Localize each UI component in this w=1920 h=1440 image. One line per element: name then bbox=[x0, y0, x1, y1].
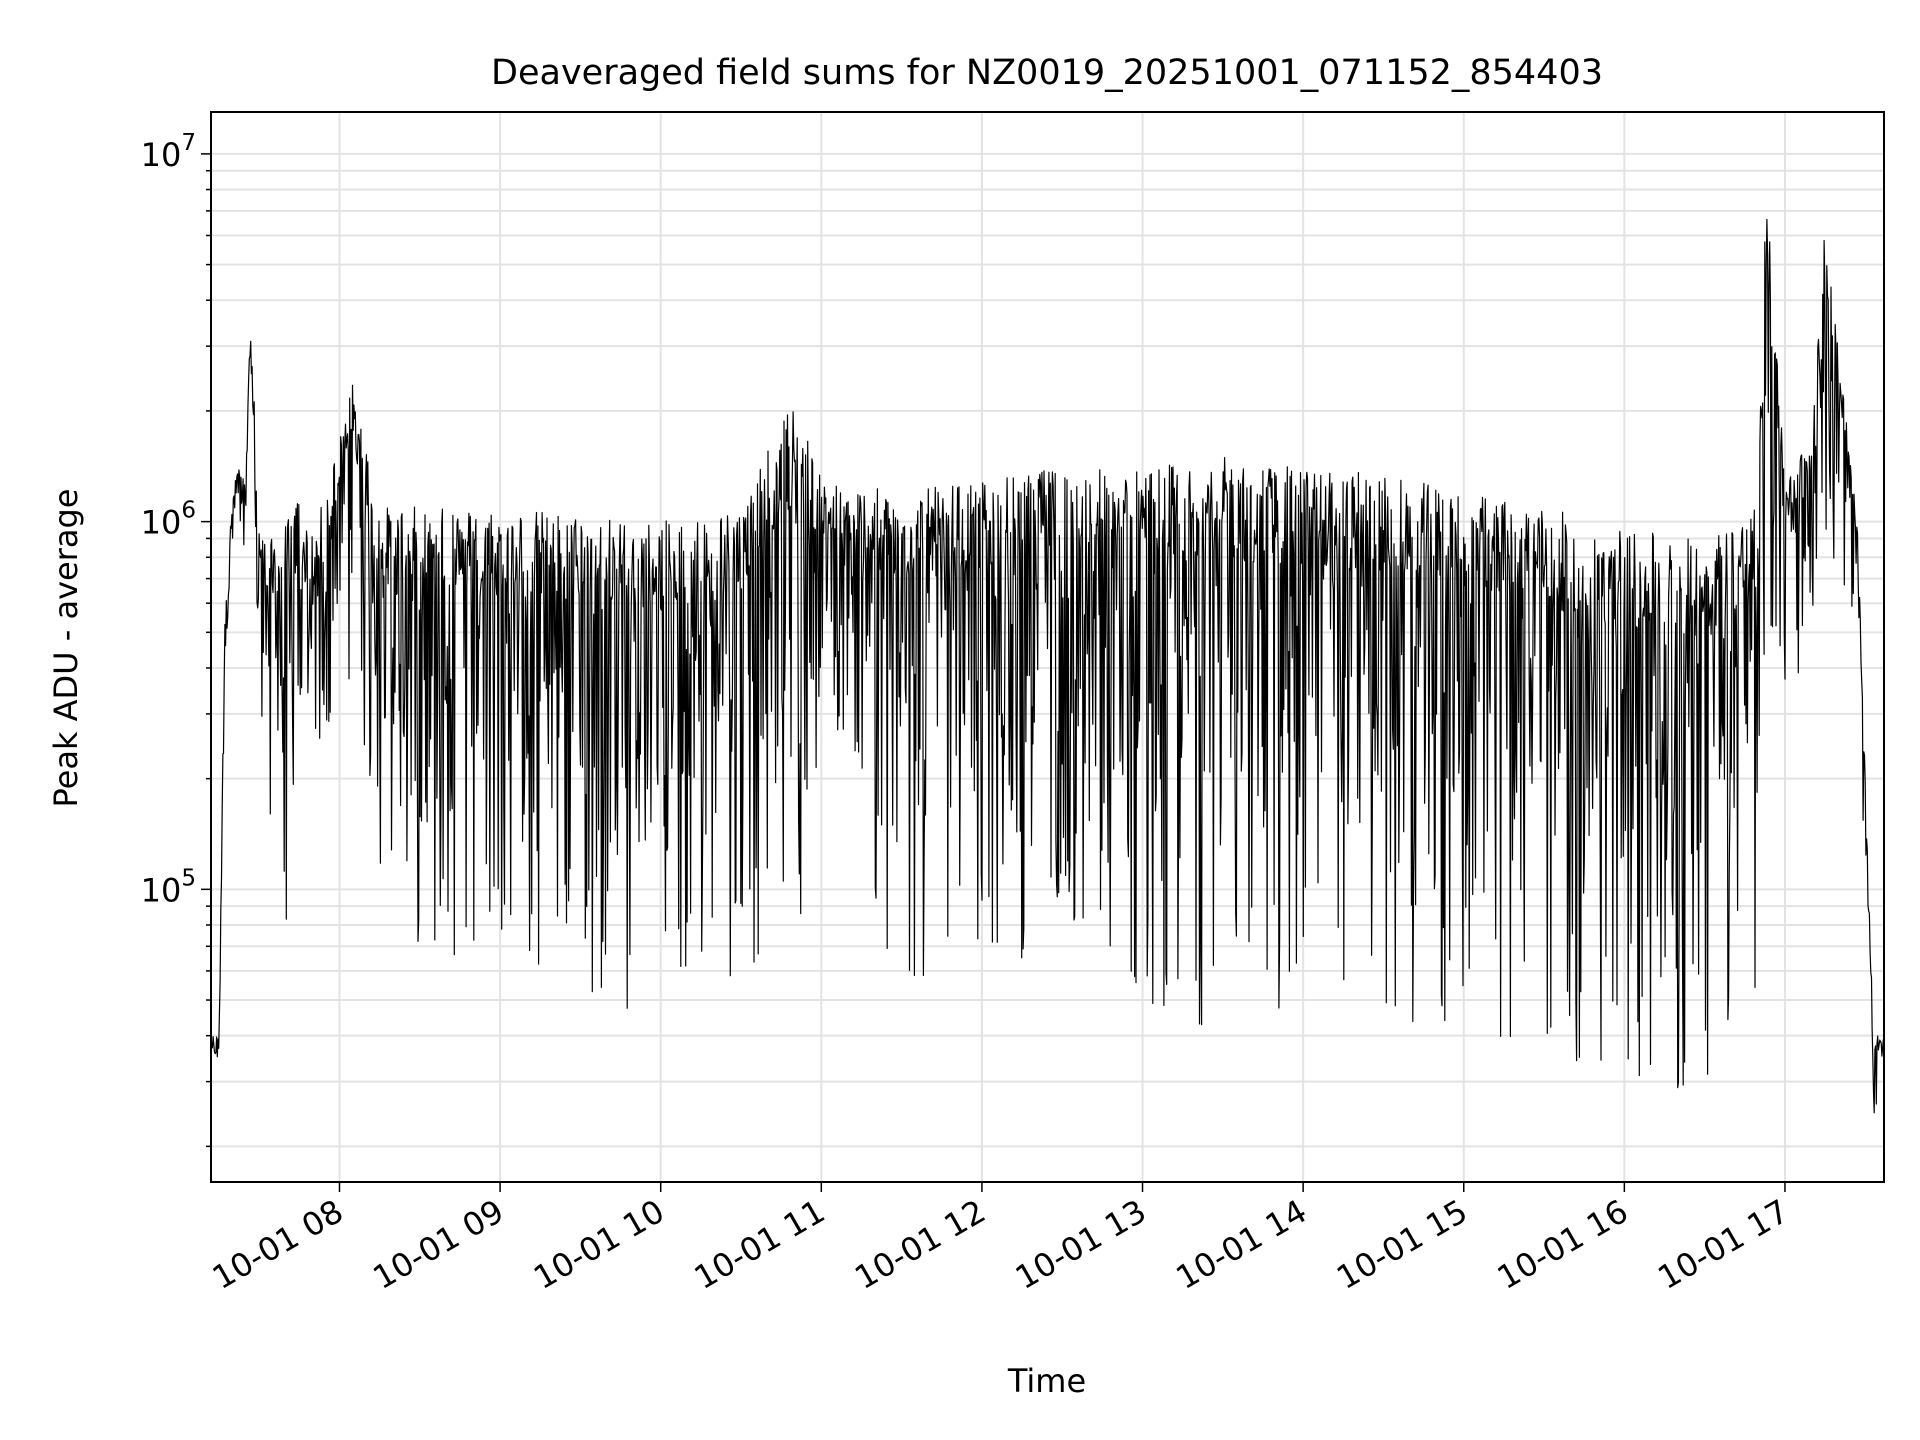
x-tick-label: 10-01 17 bbox=[1651, 1192, 1795, 1297]
x-tick-label: 10-01 14 bbox=[1170, 1192, 1314, 1297]
plot-frame bbox=[210, 111, 1885, 1183]
x-tick-label: 10-01 10 bbox=[527, 1192, 671, 1297]
chart-title: Deaveraged field sums for NZ0019_2025100… bbox=[491, 53, 1603, 93]
x-tick-label: 10-01 12 bbox=[848, 1192, 992, 1297]
x-tick-label: 10-01 16 bbox=[1491, 1192, 1635, 1297]
x-tick-label: 10-01 09 bbox=[366, 1192, 510, 1297]
y-tick-label: 106 bbox=[141, 498, 196, 542]
x-tick-label: 10-01 08 bbox=[206, 1192, 350, 1297]
y-tick-label: 105 bbox=[141, 865, 196, 909]
y-tick-label: 107 bbox=[141, 130, 196, 174]
x-tick-label: 10-01 15 bbox=[1330, 1192, 1474, 1297]
x-tick-label: 10-01 11 bbox=[688, 1192, 832, 1297]
series-line bbox=[210, 218, 1885, 1114]
series-layer bbox=[210, 218, 1885, 1114]
x-axis-label: Time bbox=[1007, 1362, 1086, 1400]
y-axis-label: Peak ADU - average bbox=[47, 489, 85, 808]
x-tick-label: 10-01 13 bbox=[1009, 1192, 1153, 1297]
